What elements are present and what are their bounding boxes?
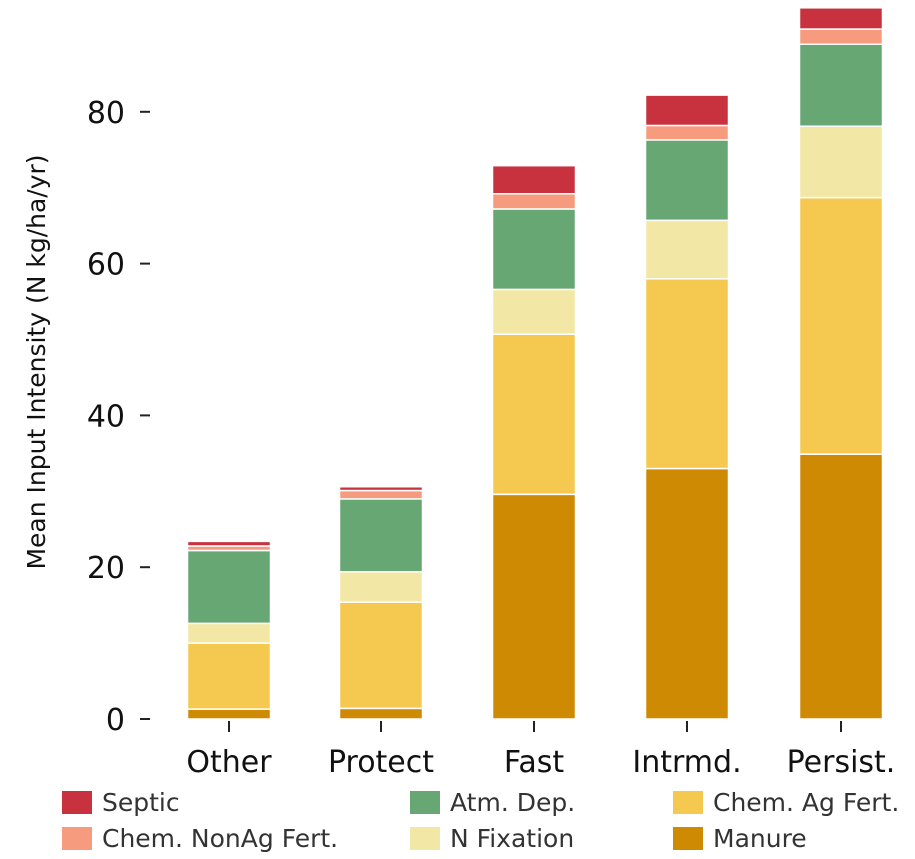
bar-fast-atm-dep — [491, 208, 577, 291]
bar-persist-n-fixation — [798, 125, 884, 199]
bar-intrmd-septic — [644, 94, 730, 127]
bar-protect-n-fixation — [338, 571, 424, 603]
x-axis: Other Protect Fast Intrmd. Persist. — [186, 721, 895, 780]
bar-intrmd-chem-ag-fert — [644, 278, 730, 470]
bar-other-atm-dep — [186, 549, 272, 625]
bar-protect-septic — [338, 485, 424, 492]
bar-fast-chem-nonag-fert — [491, 193, 577, 210]
y-tick-label: 0 — [106, 703, 125, 738]
x-tick-label-persist: Persist. — [787, 745, 896, 780]
legend-item-atm-dep: Atm. Dep. — [410, 788, 575, 817]
bar-persist-chem-nonag-fert — [798, 28, 884, 45]
legend-label: Manure — [713, 824, 807, 853]
legend-item-septic: Septic — [62, 788, 180, 817]
legend-swatch — [62, 791, 92, 814]
legend-label: Chem. NonAg Fert. — [102, 824, 338, 853]
legend-label: Septic — [102, 788, 180, 817]
bar-fast-manure — [491, 493, 577, 720]
legend-swatch — [410, 791, 440, 814]
bar-intrmd-n-fixation — [644, 219, 730, 280]
bar-persist-septic — [798, 7, 884, 30]
y-tick-label: 80 — [87, 96, 125, 131]
bar-persist-manure — [798, 453, 884, 720]
bar-intrmd-atm-dep — [644, 139, 730, 222]
bar-protect-atm-dep — [338, 498, 424, 573]
y-tick-label: 40 — [87, 399, 125, 434]
x-tick-label-intrmd: Intrmd. — [632, 745, 741, 780]
legend-label: Chem. Ag Fert. — [713, 788, 899, 817]
legend-item-chem-ag-fert: Chem. Ag Fert. — [673, 788, 899, 817]
bar-protect-manure — [338, 707, 424, 720]
legend-label: N Fixation — [450, 824, 574, 853]
legend-swatch — [673, 827, 703, 850]
legend-swatch — [673, 791, 703, 814]
bar-other-chem-ag-fert — [186, 642, 272, 710]
bar-other-septic — [186, 540, 272, 547]
x-tick-label-other: Other — [186, 745, 272, 780]
legend-label: Atm. Dep. — [450, 788, 575, 817]
y-tick-label: 20 — [87, 551, 125, 586]
legend-item-manure: Manure — [673, 824, 807, 853]
bar-intrmd-manure — [644, 467, 730, 720]
bar-intrmd-chem-nonag-fert — [644, 124, 730, 141]
y-axis: 0 20 40 60 80 — [87, 96, 150, 738]
bars-layer — [186, 7, 884, 720]
legend-item-chem-nonag-fert: Chem. NonAg Fert. — [62, 824, 338, 853]
y-axis-label: Mean Input Intensity (N kg/ha/yr) — [22, 154, 51, 569]
legend: Septic Atm. Dep. Chem. Ag Fert. Chem. NonAg… — [62, 788, 899, 853]
y-tick-label: 60 — [87, 248, 125, 283]
bar-fast-n-fixation — [491, 288, 577, 335]
legend-swatch — [410, 827, 440, 850]
x-tick-label-fast: Fast — [504, 745, 565, 780]
bar-protect-chem-nonag-fert — [338, 489, 424, 500]
bar-other-n-fixation — [186, 622, 272, 644]
legend-item-n-fixation: N Fixation — [410, 824, 574, 853]
legend-swatch — [62, 827, 92, 850]
bar-fast-septic — [491, 164, 577, 195]
x-tick-label-protect: Protect — [328, 745, 434, 780]
bar-protect-chem-ag-fert — [338, 601, 424, 710]
bar-persist-chem-ag-fert — [798, 196, 884, 455]
bar-fast-chem-ag-fert — [491, 333, 577, 496]
bar-persist-atm-dep — [798, 43, 884, 127]
bar-other-manure — [186, 708, 272, 720]
